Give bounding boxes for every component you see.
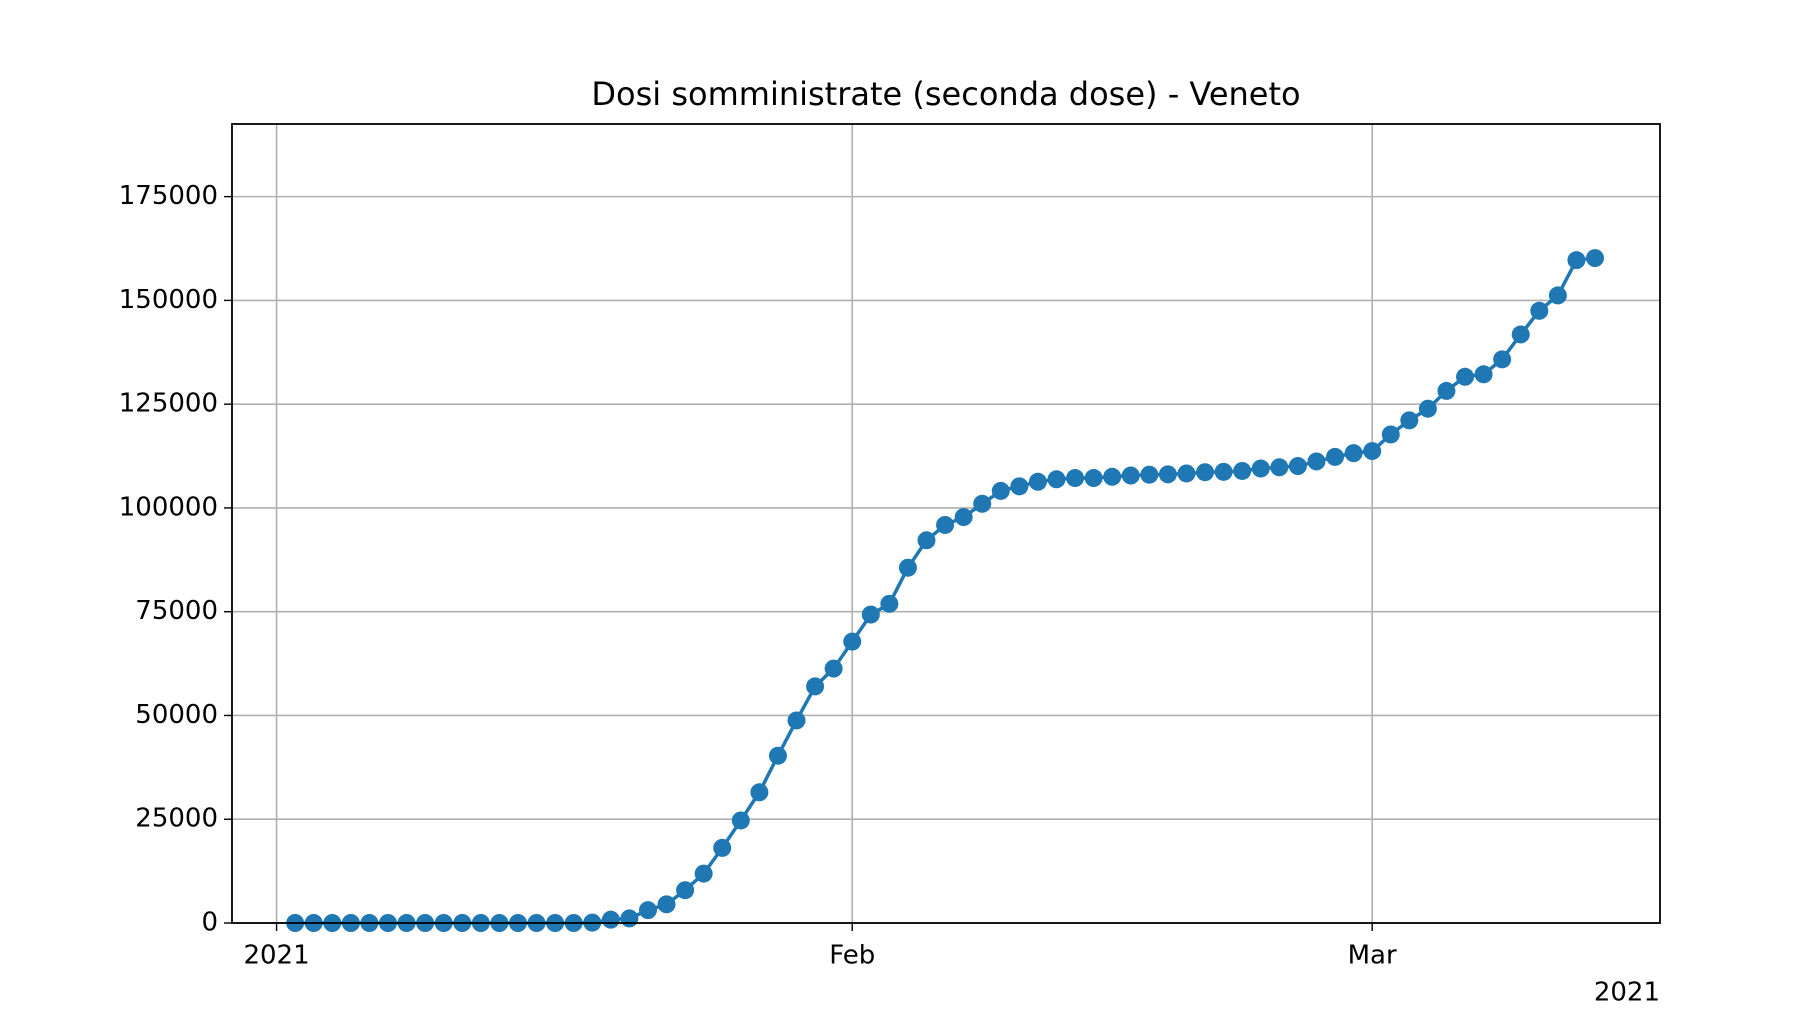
- data-point: [954, 508, 973, 527]
- data-point: [1140, 465, 1159, 484]
- data-point: [1196, 463, 1215, 482]
- data-point: [1474, 365, 1493, 384]
- data-point: [1381, 425, 1400, 444]
- x-tick-label: Feb: [829, 941, 875, 971]
- data-point: [824, 659, 843, 678]
- x-tick-label: Mar: [1348, 941, 1397, 971]
- data-point: [1511, 325, 1530, 344]
- x-tick-label: 2021: [243, 941, 309, 971]
- data-point: [713, 838, 732, 857]
- data-point: [1363, 442, 1382, 461]
- data-point: [880, 594, 899, 613]
- data-point: [1270, 458, 1289, 477]
- data-point: [991, 481, 1010, 500]
- y-tick-label: 150000: [119, 285, 218, 315]
- plot-frame: [231, 123, 1661, 924]
- data-point: [1251, 459, 1270, 478]
- data-point: [750, 783, 769, 802]
- data-point: [806, 677, 825, 696]
- data-point: [1344, 444, 1363, 463]
- data-point: [1567, 251, 1586, 270]
- data-point: [1084, 469, 1103, 488]
- data-point: [1493, 350, 1512, 369]
- x-offset-label: 2021: [1594, 978, 1660, 1008]
- data-point: [1548, 286, 1567, 305]
- data-point: [1103, 467, 1122, 486]
- series-line: [295, 256, 1596, 925]
- data-point: [843, 632, 862, 651]
- chart-title: Dosi somministrate (seconda dose) - Vene…: [591, 75, 1300, 113]
- data-point: [787, 711, 806, 730]
- y-tick-label: 75000: [135, 596, 218, 626]
- data-point: [1028, 472, 1047, 491]
- data-point: [1121, 466, 1140, 485]
- data-point: [694, 864, 713, 883]
- data-point: [638, 901, 657, 920]
- data-point: [1530, 301, 1549, 320]
- data-point: [973, 494, 992, 513]
- data-point: [1456, 367, 1475, 386]
- data-point: [1214, 462, 1233, 481]
- data-point: [1047, 470, 1066, 489]
- data-point: [1326, 447, 1345, 466]
- data-point: [1177, 464, 1196, 483]
- y-tick-label: 175000: [119, 181, 218, 211]
- data-point: [861, 605, 880, 624]
- data-point: [1158, 465, 1177, 484]
- y-tick-label: 100000: [119, 492, 218, 522]
- data-point: [731, 811, 750, 830]
- data-point: [1400, 411, 1419, 430]
- y-tick-label: 0: [201, 908, 218, 938]
- data-point: [657, 895, 676, 914]
- data-point: [601, 910, 620, 929]
- data-point: [917, 531, 936, 550]
- data-point: [1066, 469, 1085, 488]
- data-point: [1010, 477, 1029, 496]
- data-point: [898, 558, 917, 577]
- y-tick-label: 25000: [135, 804, 218, 834]
- data-point: [768, 746, 787, 765]
- data-point: [1437, 381, 1456, 400]
- y-tick-label: 125000: [119, 389, 218, 419]
- y-tick-label: 50000: [135, 700, 218, 730]
- data-point: [1288, 457, 1307, 476]
- data-point: [1586, 249, 1605, 268]
- data-point: [1418, 399, 1437, 418]
- data-point: [676, 881, 695, 900]
- data-point: [1233, 461, 1252, 480]
- data-point: [1307, 452, 1326, 471]
- data-point: [936, 515, 955, 534]
- data-point: [620, 909, 639, 928]
